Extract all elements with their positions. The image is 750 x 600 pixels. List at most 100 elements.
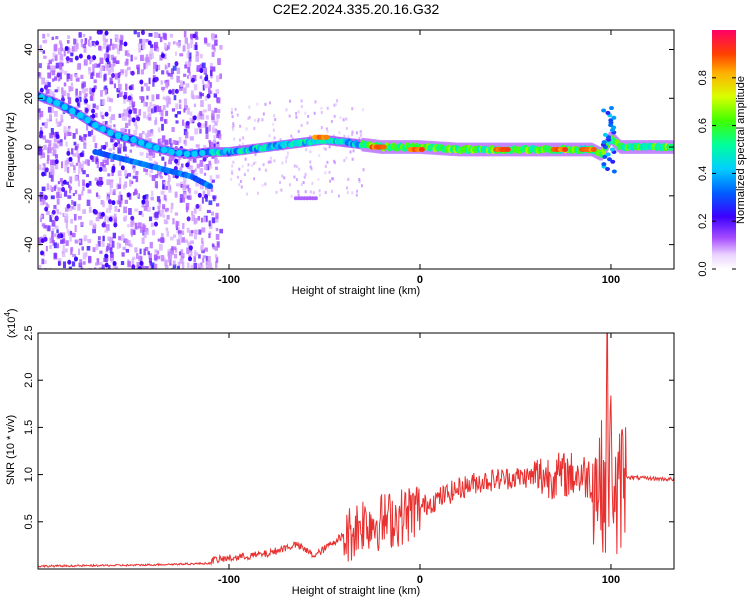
spectrogram-cell	[102, 159, 106, 164]
spectrogram-cell	[290, 134, 293, 138]
spectrogram-cell	[123, 92, 128, 97]
spectrogram-cell	[79, 259, 83, 266]
spectrogram-cell	[116, 242, 120, 249]
spectrogram-cell	[104, 215, 107, 222]
spectrogram-cell	[83, 134, 88, 138]
spectrogram-cell	[165, 81, 169, 89]
bottom-x-tick-label: -100	[218, 574, 240, 586]
spectrogram-cell	[44, 81, 47, 86]
spectrogram-cell	[247, 163, 250, 167]
spectrogram-cell	[148, 149, 153, 156]
spectrogram-cell	[46, 204, 50, 208]
spectrogram-cell	[190, 39, 194, 45]
spectrogram-cell	[178, 156, 182, 160]
colorbar-gradient	[712, 30, 736, 269]
spectrogram-cell	[215, 203, 220, 207]
spectrogram-cell	[333, 114, 336, 118]
spectrogram-cell	[236, 113, 239, 117]
spectrogram-cell	[247, 116, 250, 120]
spectrogram-cell	[290, 194, 293, 198]
spectrogram-cell	[232, 122, 235, 126]
spectrogram-cell	[66, 40, 70, 44]
spectrogram-cell	[99, 66, 104, 72]
spectrogram-cell	[230, 111, 233, 115]
spectrogram-cell	[160, 80, 163, 85]
spectrogram-cell	[78, 161, 82, 169]
spectrogram-cell	[154, 76, 159, 82]
spectrogram-cell	[124, 169, 128, 177]
spectrogram-cell	[182, 223, 185, 230]
spectrogram-cell	[70, 206, 75, 210]
spectrogram-cell	[198, 254, 201, 259]
spectrogram-cell	[167, 72, 171, 77]
spectrogram-cell	[128, 119, 131, 126]
spectrogram-cell	[111, 72, 116, 78]
spectrogram-cell	[97, 194, 101, 199]
spectrogram-cell	[38, 150, 42, 156]
spectrogram-cell	[86, 54, 91, 60]
spectrogram-cell	[160, 116, 164, 122]
spectrogram-cell	[73, 38, 76, 45]
spectrogram-cell	[66, 150, 71, 156]
spectrogram-cell	[65, 159, 70, 164]
spectrogram-cell	[55, 62, 60, 69]
spectrogram-cell	[78, 194, 82, 201]
spectrogram-cell	[133, 121, 138, 127]
spectrogram-cell	[78, 135, 82, 141]
spectrogram-hotspot	[590, 147, 597, 152]
spectrogram-cell	[51, 107, 55, 114]
spectrogram-cell	[44, 121, 48, 129]
spectrogram-cell	[107, 264, 111, 269]
spectrogram-cell	[66, 203, 71, 209]
spectrogram-cell	[130, 54, 133, 62]
spectrogram-cell	[146, 206, 151, 213]
spectrogram-cell	[207, 256, 211, 263]
spectrogram-cell	[202, 257, 205, 263]
spectrogram-cell	[211, 37, 216, 41]
spectrogram-cell	[134, 247, 138, 253]
spectrogram-cell	[112, 57, 117, 64]
spectrogram-cell	[73, 168, 76, 174]
spectrogram-cell	[81, 168, 84, 172]
spectrogram-cell	[211, 113, 215, 120]
spectrogram-cell	[192, 158, 197, 163]
spectrogram-cell	[100, 200, 104, 205]
spectrogram-cell	[162, 105, 166, 111]
spectrogram-cell	[166, 214, 170, 220]
spectrogram-cell	[76, 148, 79, 154]
spectrogram-cell	[144, 196, 149, 202]
spectrogram-cell	[303, 175, 306, 179]
spectrogram-cell	[138, 255, 142, 261]
spectrogram-cell	[154, 32, 158, 38]
spectrogram-cell	[117, 147, 122, 154]
spectrogram-cell	[194, 229, 198, 235]
spectrogram-cell	[288, 114, 291, 118]
spectrogram-cell	[233, 137, 236, 141]
spectrogram-cell	[167, 181, 170, 186]
spectrogram-cell	[257, 118, 260, 122]
spectrogram-cell	[217, 58, 221, 65]
spectrogram-cell	[312, 191, 315, 195]
spectrogram-cell	[47, 82, 51, 88]
spectrogram-cell	[174, 212, 179, 216]
spectrogram-cell	[232, 160, 235, 164]
spectrogram-cell	[112, 189, 116, 195]
spectrogram-cell	[149, 173, 152, 178]
spectrogram-cell	[56, 243, 60, 249]
spectrogram-cell	[152, 206, 155, 211]
spectrogram-cell	[140, 86, 144, 92]
spectrogram-cell	[216, 134, 220, 138]
spectrogram-cell	[73, 213, 77, 221]
spectrogram-cell	[172, 41, 176, 45]
spectrogram-cell	[66, 229, 70, 234]
spectrogram-cell	[62, 90, 67, 96]
spectrogram-cell	[117, 208, 120, 213]
spectrogram-cell	[62, 179, 67, 185]
spectrogram-cell	[165, 227, 169, 231]
spectrogram-cell	[131, 101, 136, 107]
spectrogram-cell	[148, 253, 152, 259]
spectrogram-cell	[197, 122, 202, 128]
spectrogram-cell	[320, 126, 323, 130]
spectrogram-cell	[51, 219, 56, 227]
spectrogram-cell	[167, 175, 171, 182]
